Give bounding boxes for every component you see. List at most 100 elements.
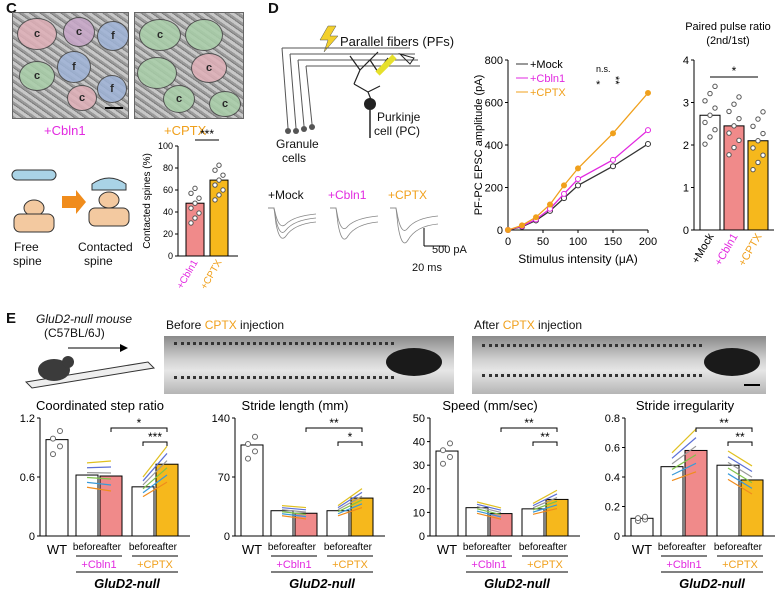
paired-line	[281, 515, 307, 520]
bar	[435, 450, 459, 537]
data-point	[712, 127, 718, 133]
group-label-cptx: +CPTX	[527, 559, 563, 571]
contacted-spines-chart: 0 20 40 60 80 100 +Cbln1+CPTX *** Contacted spin…	[142, 128, 238, 292]
scale-pa: 500 pA	[432, 244, 467, 256]
paired-line	[476, 501, 502, 509]
x-tick-label: +Cbln1	[175, 258, 201, 292]
data-point	[755, 116, 761, 122]
em-scale-bar	[105, 107, 123, 109]
x-tick-label: after	[101, 542, 122, 553]
data-point	[726, 152, 732, 158]
y-tick-label: 200	[485, 183, 503, 195]
y-tick-label: 50	[413, 413, 425, 425]
data-point	[245, 455, 251, 462]
paired-line	[671, 437, 697, 459]
circuit-diagram	[281, 25, 420, 138]
genotype-label: GluD2-null	[94, 576, 160, 591]
group-label-cptx: +CPTX	[137, 559, 173, 571]
data-point	[220, 187, 226, 193]
chart-title: Coordinated step ratio	[36, 398, 164, 413]
data-point	[212, 167, 218, 173]
sig-bracket	[337, 441, 363, 446]
paired-line	[476, 505, 502, 514]
x-tick-label: before	[463, 542, 492, 553]
panel-d-label: D	[268, 0, 279, 17]
data-point	[252, 448, 258, 455]
y-tick-label: 0	[683, 225, 689, 237]
paired-line	[727, 461, 753, 478]
bar	[240, 444, 264, 537]
before-caption: Before CPTX injection	[166, 318, 285, 332]
pf-label: Parallel fibers (PFs)	[340, 34, 455, 49]
group-label-cbln1: +Cbln1	[276, 559, 311, 571]
y-tick-label: 3	[683, 98, 689, 110]
y-tick-label: 0	[168, 251, 173, 261]
group-label-cptx: +CPTX	[722, 559, 758, 571]
paired-line	[142, 445, 168, 478]
x-tick-label: after	[296, 542, 317, 553]
data-point	[212, 182, 218, 188]
x-tick-label: WT	[632, 542, 652, 557]
trace-label-cptx: +CPTX	[388, 188, 428, 202]
y-tick-label: 40	[413, 437, 425, 449]
data-point	[707, 90, 713, 97]
genotype-label: GluD2-null	[289, 576, 355, 591]
walkway-diagram	[24, 344, 156, 389]
paired-line	[142, 481, 168, 498]
bar	[489, 513, 513, 537]
chart-title: Paired pulse ratio	[685, 21, 771, 33]
trace-label-cbln1: +Cbln1	[328, 188, 367, 202]
paired-line	[337, 499, 363, 513]
sig-bracket	[305, 427, 363, 432]
series-line	[507, 92, 649, 231]
data-point	[731, 144, 737, 151]
data-point	[750, 123, 756, 130]
data-point	[610, 156, 616, 163]
paired-line	[671, 462, 697, 476]
y-tick-label: 30	[413, 460, 425, 472]
panel-e-label: E	[6, 310, 17, 327]
data-point	[645, 127, 651, 134]
x-tick-label: 100	[569, 236, 587, 248]
data-point	[575, 182, 581, 189]
data-point	[245, 441, 251, 448]
data-point	[736, 115, 742, 122]
x-tick-label: before	[658, 542, 687, 553]
x-tick-label: before	[714, 542, 743, 553]
data-point	[760, 109, 766, 115]
x-tick-label: after	[491, 542, 512, 553]
epsc-line-chart: 0 200 400 600 800 0 50 100 150 200 +Mock +Cbln1 +CPT…	[473, 55, 657, 266]
data-point	[192, 215, 198, 221]
data-point	[760, 130, 766, 137]
x-tick-label: before	[519, 542, 548, 553]
paired-line	[671, 471, 697, 482]
paired-line	[142, 460, 168, 486]
paired-line	[532, 489, 558, 504]
y-tick-label: 70	[218, 472, 230, 484]
x-tick-label: 150	[604, 236, 622, 248]
epsc-traces	[268, 207, 446, 247]
y-tick-label: 0.4	[605, 472, 620, 484]
bar	[545, 498, 569, 537]
bar	[294, 512, 318, 537]
y-axis-label: Contacted spines (%)	[142, 153, 153, 249]
y-tick-label: 100	[158, 141, 173, 151]
y-tick-label: 600	[485, 98, 503, 110]
data-point	[533, 214, 539, 221]
y-tick-label: 140	[212, 413, 230, 425]
paired-line	[86, 476, 112, 480]
data-point	[519, 222, 525, 229]
group-label-cptx: +CPTX	[332, 559, 368, 571]
sig-label: *	[596, 79, 601, 91]
data-point	[712, 105, 718, 111]
group-label-cbln1: +Cbln1	[471, 559, 506, 571]
paired-line	[337, 506, 363, 517]
data-point	[736, 94, 742, 100]
x-tick-label: before	[73, 542, 102, 553]
ppr-bar-chart: Paired pulse ratio(2nd/1st)01234+Mock+Cb…	[683, 21, 774, 268]
y-axis-label: PF-PC EPSC amplitude (pA)	[473, 75, 485, 216]
x-tick-label: after	[686, 542, 707, 553]
paired-line	[281, 513, 307, 518]
y-tick-label: 20	[413, 484, 425, 496]
